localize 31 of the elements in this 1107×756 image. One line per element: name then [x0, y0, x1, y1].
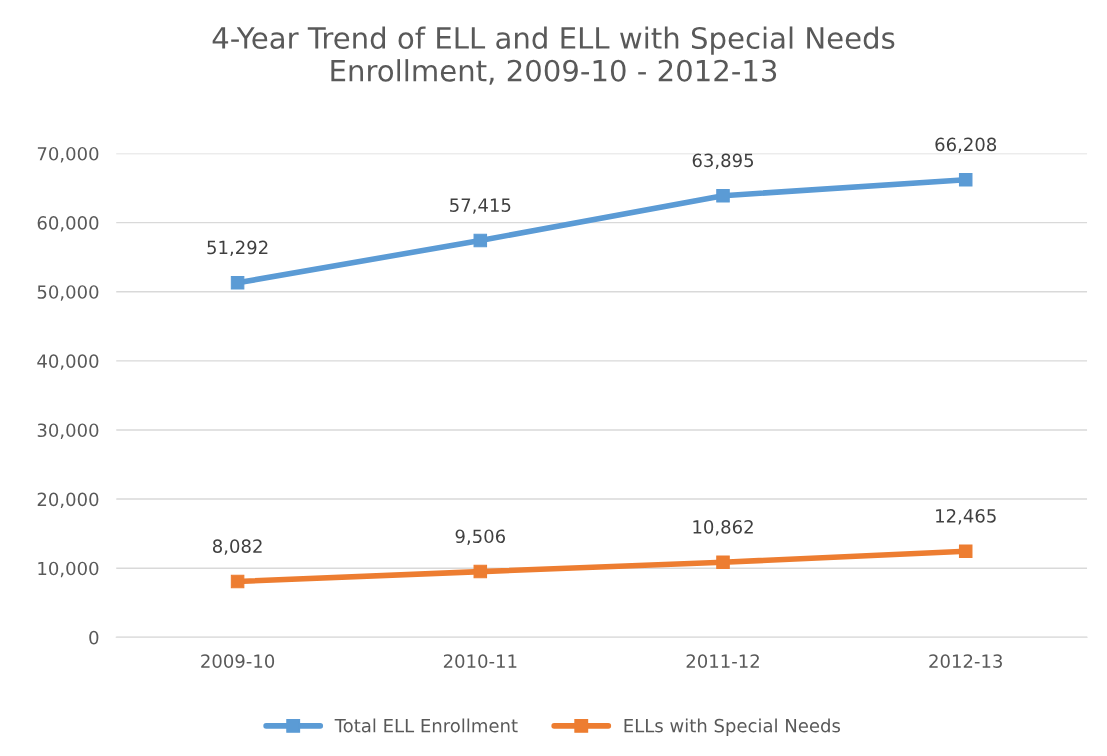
x-tick-label: 2012-13 [929, 654, 1002, 668]
y-tick-label: 30,000 [37, 423, 99, 439]
data-label: 66,208 [935, 137, 997, 154]
point [473, 564, 488, 579]
point [230, 574, 245, 589]
x-tick-label: 2009-10 [201, 654, 275, 668]
chart-title: 4-Year Trend of ELL and ELL with Special Needs Enrollment, 2009-10 - 2012-13 [212, 26, 895, 85]
y-tick-label: 70,000 [37, 146, 99, 163]
data-label: 57,415 [450, 198, 511, 214]
point [958, 544, 973, 558]
data-label: 10,862 [693, 520, 753, 536]
data-label: 51,292 [207, 240, 268, 257]
legend-label: Total ELL Enrollment [334, 718, 518, 733]
data-label: 8,082 [212, 539, 262, 555]
data-label: 12,465 [936, 508, 996, 525]
point [473, 233, 488, 248]
y-tick-label: 60,000 [37, 216, 99, 232]
legend-label: ELLs with Special Needs [624, 718, 840, 736]
point [958, 172, 973, 187]
x-tick-label: 2010-11 [443, 654, 517, 668]
y-tick-label: 20,000 [37, 492, 99, 509]
point [716, 555, 730, 569]
data-label: 9,506 [455, 529, 506, 545]
data-label: 63,895 [692, 153, 754, 170]
y-tick-label: 0 [89, 630, 99, 645]
y-tick-label: 40,000 [37, 354, 99, 370]
point [230, 276, 245, 290]
y-tick-label: 50,000 [37, 285, 99, 301]
y-tick-label: 10,000 [38, 561, 99, 578]
x-tick-label: 2011-12 [686, 654, 759, 668]
point [716, 188, 730, 203]
